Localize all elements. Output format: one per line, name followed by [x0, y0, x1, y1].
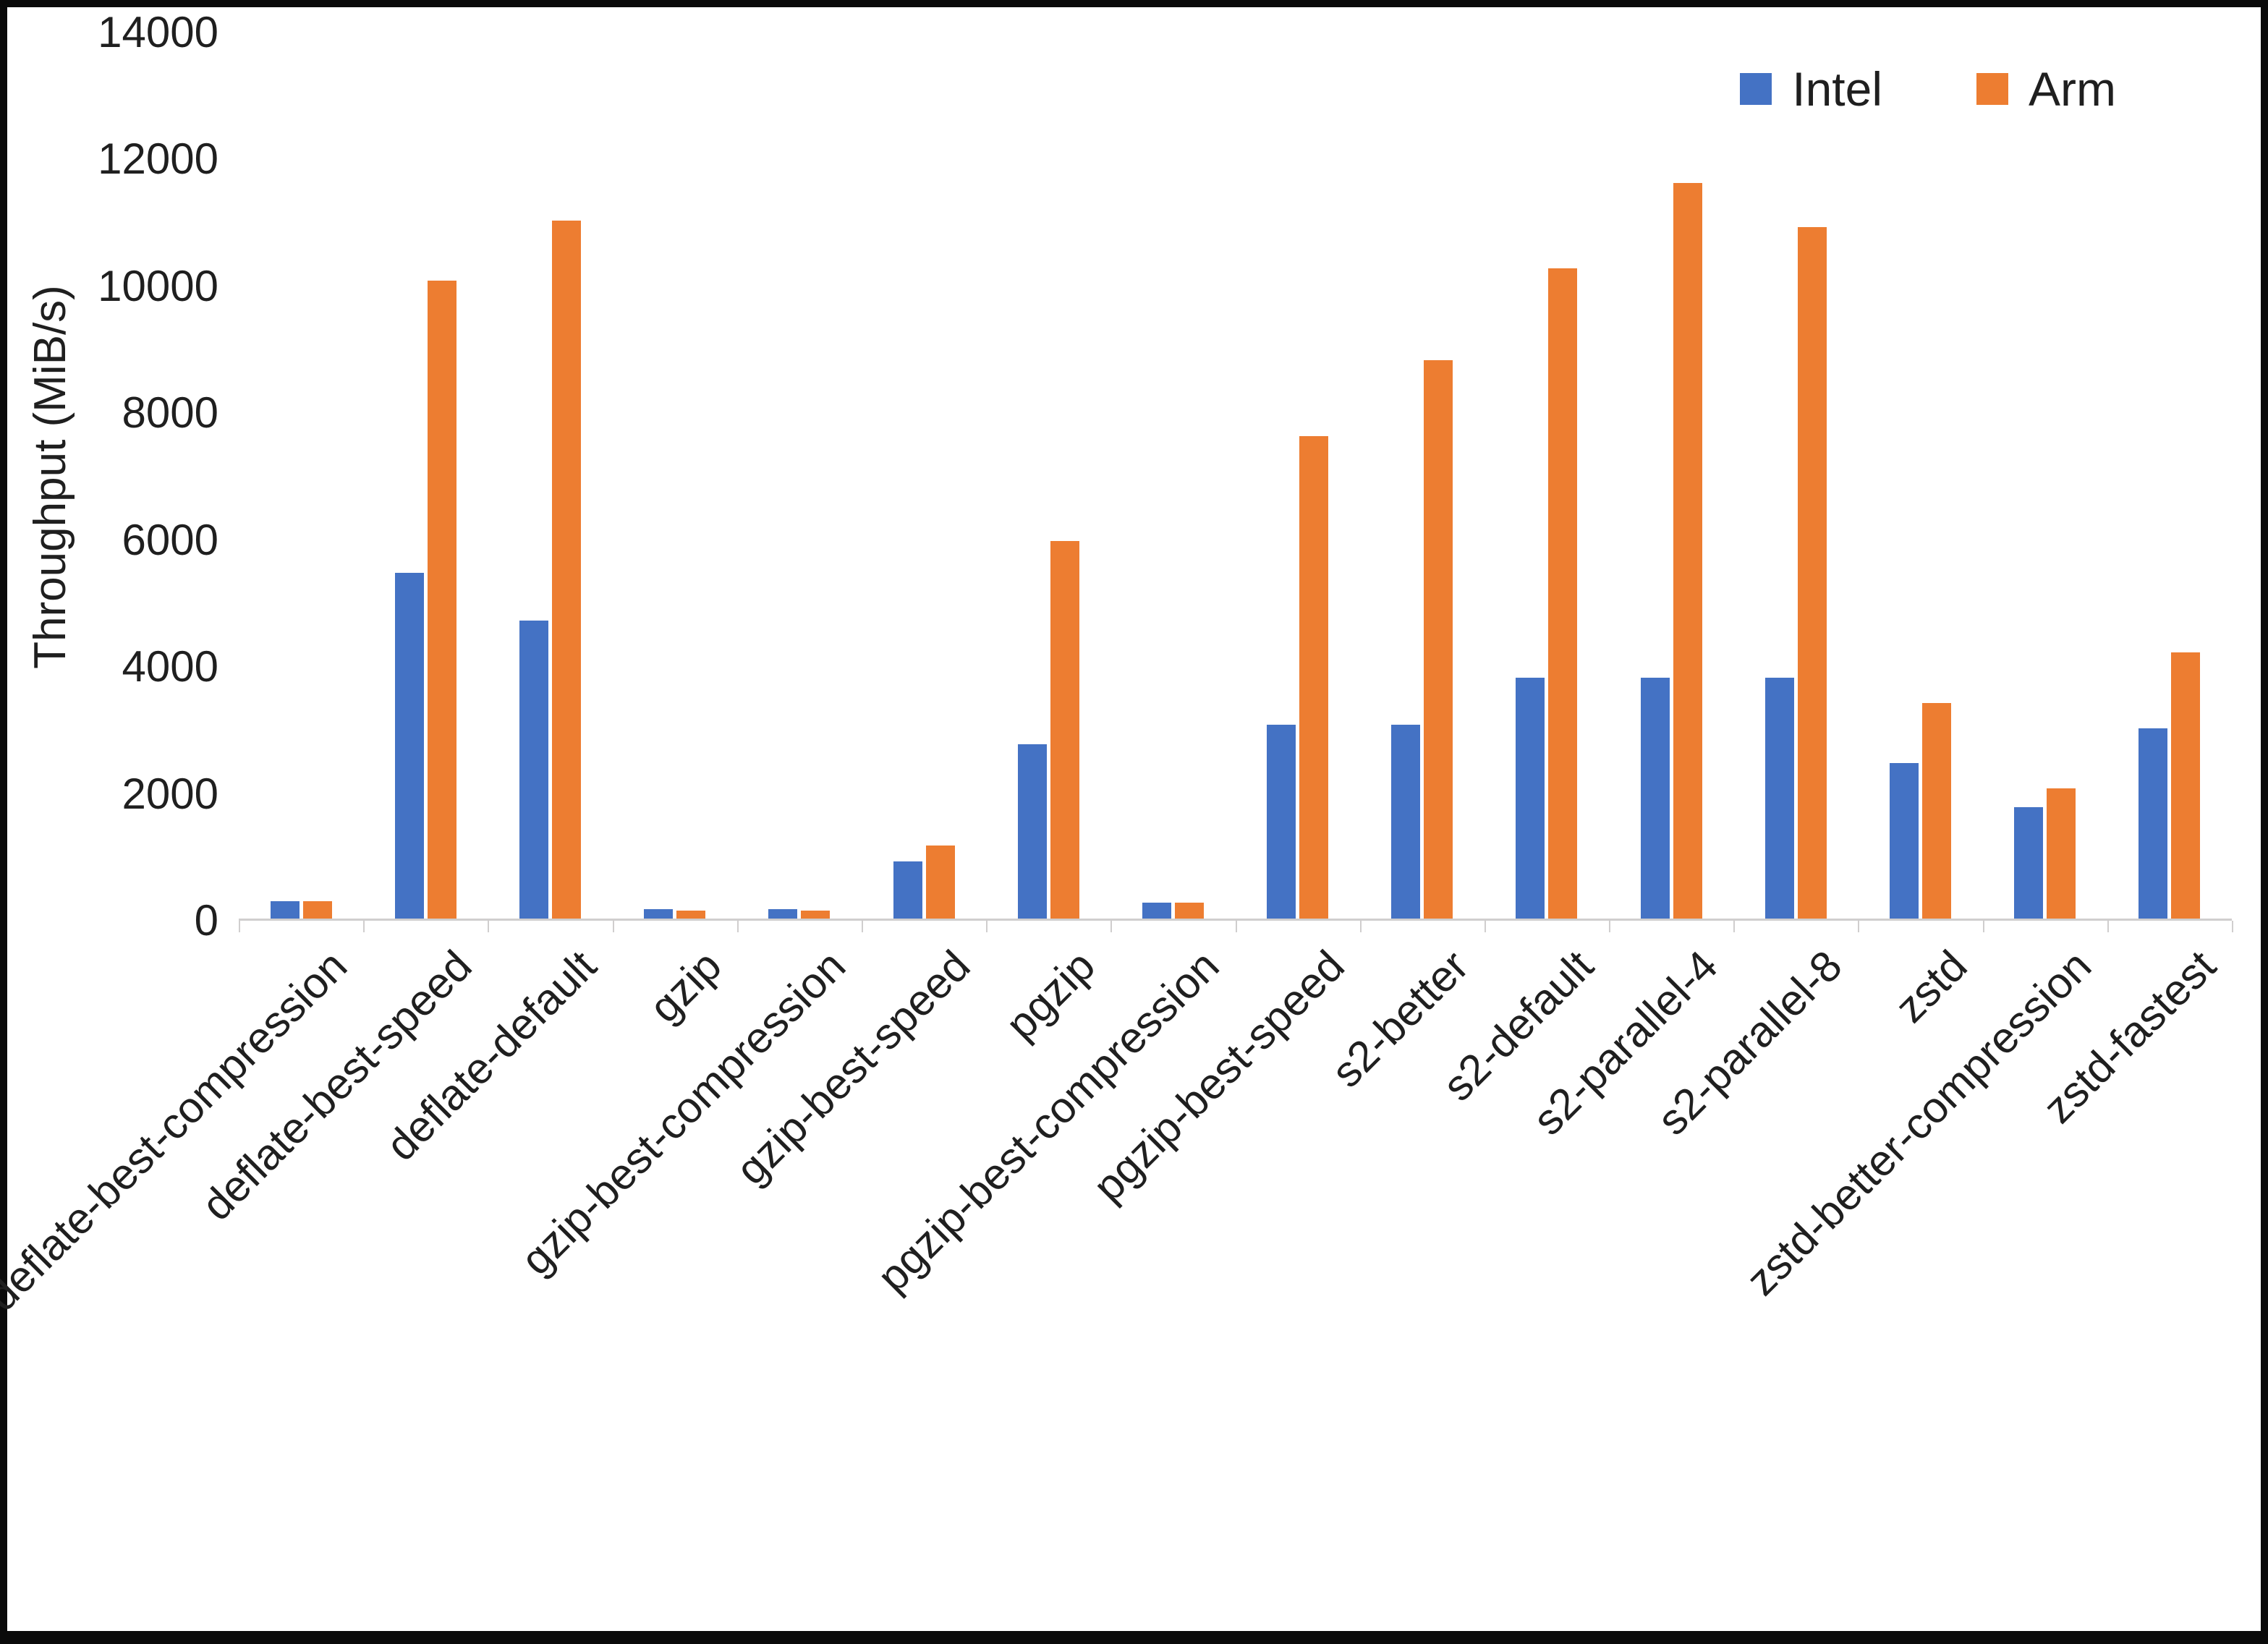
x-tick-mark [1858, 921, 1859, 932]
bar-group-deflate-best-compression [239, 33, 363, 919]
legend-entry-arm: Arm [1976, 61, 2116, 116]
bar-arm-zstd [1922, 703, 1952, 919]
arm-swatch-icon [1976, 73, 2009, 105]
bar-group-pgzip-best-compression [1110, 33, 1235, 919]
y-tick-label: 4000 [122, 642, 218, 691]
x-tick-mark [2107, 921, 2109, 932]
bar-intel-zstd-better-compression [2014, 807, 2044, 919]
legend-label-intel: Intel [1792, 62, 1883, 116]
bar-arm-gzip-best-speed [925, 846, 955, 919]
y-tick-label: 2000 [122, 769, 218, 818]
y-tick-label: 8000 [122, 388, 218, 438]
x-tick-mark [1485, 921, 1486, 932]
x-tick-mark [737, 921, 739, 932]
bar-group-s2-default [1485, 33, 1609, 919]
x-tick-mark [1236, 921, 1237, 932]
bar-intel-s2-parallel-4 [1640, 678, 1670, 919]
bar-arm-pgzip-best-compression [1174, 903, 1204, 919]
bar-intel-pgzip-best-speed [1267, 725, 1296, 919]
x-label-pgzip: pgzip [995, 941, 1104, 1049]
bar-group-gzip-best-speed [862, 33, 986, 919]
x-tick-mark [613, 921, 614, 932]
bar-arm-s2-better [1424, 360, 1453, 919]
bars-row [239, 33, 2232, 919]
x-tick-mark [1983, 921, 1984, 932]
bar-group-zstd-better-compression [1983, 33, 2107, 919]
bar-arm-deflate-best-speed [427, 281, 456, 919]
y-tick-label: 10000 [98, 261, 218, 310]
bar-group-s2-parallel-8 [1733, 33, 1858, 919]
bar-arm-deflate-best-compression [302, 901, 332, 919]
y-tick-label: 6000 [122, 515, 218, 564]
bar-arm-gzip-best-compression [801, 911, 831, 919]
bar-arm-pgzip-best-speed [1299, 436, 1329, 919]
bar-intel-zstd-fastest [2139, 728, 2168, 919]
x-tick-mark [1360, 921, 1362, 932]
bar-group-pgzip-best-speed [1236, 33, 1360, 919]
legend-entry-intel: Intel [1740, 61, 1882, 116]
bar-arm-s2-parallel-4 [1673, 183, 1702, 919]
bar-arm-s2-default [1548, 268, 1578, 919]
bar-chart: Throughput (MiB/s) 0 2000 4000 6000 8000 1000… [0, 7, 2261, 1631]
bar-arm-zstd-fastest [2171, 652, 2201, 919]
bar-intel-deflate-default [519, 621, 548, 919]
x-tick-mark [1733, 921, 1735, 932]
bar-group-zstd [1858, 33, 1982, 919]
x-tick-mark [363, 921, 365, 932]
bar-intel-gzip-best-compression [768, 909, 798, 919]
y-tick-label: 14000 [98, 8, 218, 56]
bar-intel-s2-default [1516, 678, 1545, 919]
bar-arm-deflate-default [551, 221, 581, 919]
bar-arm-s2-parallel-8 [1797, 227, 1827, 919]
legend: Intel Arm [1740, 61, 2116, 116]
bar-intel-zstd [1890, 763, 1919, 919]
bar-arm-pgzip [1050, 541, 1079, 919]
bar-group-zstd-fastest [2107, 33, 2232, 919]
bar-arm-gzip [676, 911, 706, 919]
bar-intel-s2-parallel-8 [1764, 678, 1794, 919]
bar-group-deflate-best-speed [363, 33, 488, 919]
y-tick-label: 12000 [98, 135, 218, 184]
plot-area [239, 33, 2232, 921]
bar-intel-pgzip [1017, 744, 1047, 919]
bar-intel-pgzip-best-compression [1142, 903, 1171, 919]
x-label-zstd: zstd [1885, 941, 1976, 1032]
x-label-gzip: gzip [640, 941, 731, 1032]
y-axis-title-text: Throughput (MiB/s) [25, 284, 75, 669]
x-label-gzip-best-speed: gzip-best-speed [726, 941, 980, 1194]
legend-label-arm: Arm [2029, 62, 2116, 116]
bar-intel-deflate-best-speed [394, 573, 424, 919]
bar-group-s2-parallel-4 [1609, 33, 1733, 919]
bar-intel-gzip-best-speed [893, 861, 922, 919]
x-tick-mark [2232, 921, 2233, 932]
y-tick-label: 0 [194, 896, 218, 945]
x-tick-mark [862, 921, 863, 932]
bar-group-deflate-default [488, 33, 612, 919]
x-tick-mark [488, 921, 489, 932]
bar-group-s2-better [1360, 33, 1485, 919]
x-tick-mark [239, 921, 240, 932]
x-tick-mark [986, 921, 988, 932]
bar-group-gzip [613, 33, 737, 919]
bar-group-pgzip [986, 33, 1110, 919]
bar-group-gzip-best-compression [737, 33, 862, 919]
bar-arm-zstd-better-compression [2047, 788, 2076, 919]
bar-intel-deflate-best-compression [270, 901, 300, 919]
bar-intel-gzip [644, 909, 674, 919]
x-tick-mark [1110, 921, 1112, 932]
bar-intel-s2-better [1391, 725, 1421, 919]
intel-swatch-icon [1740, 73, 1772, 105]
x-tick-mark [1609, 921, 1610, 932]
